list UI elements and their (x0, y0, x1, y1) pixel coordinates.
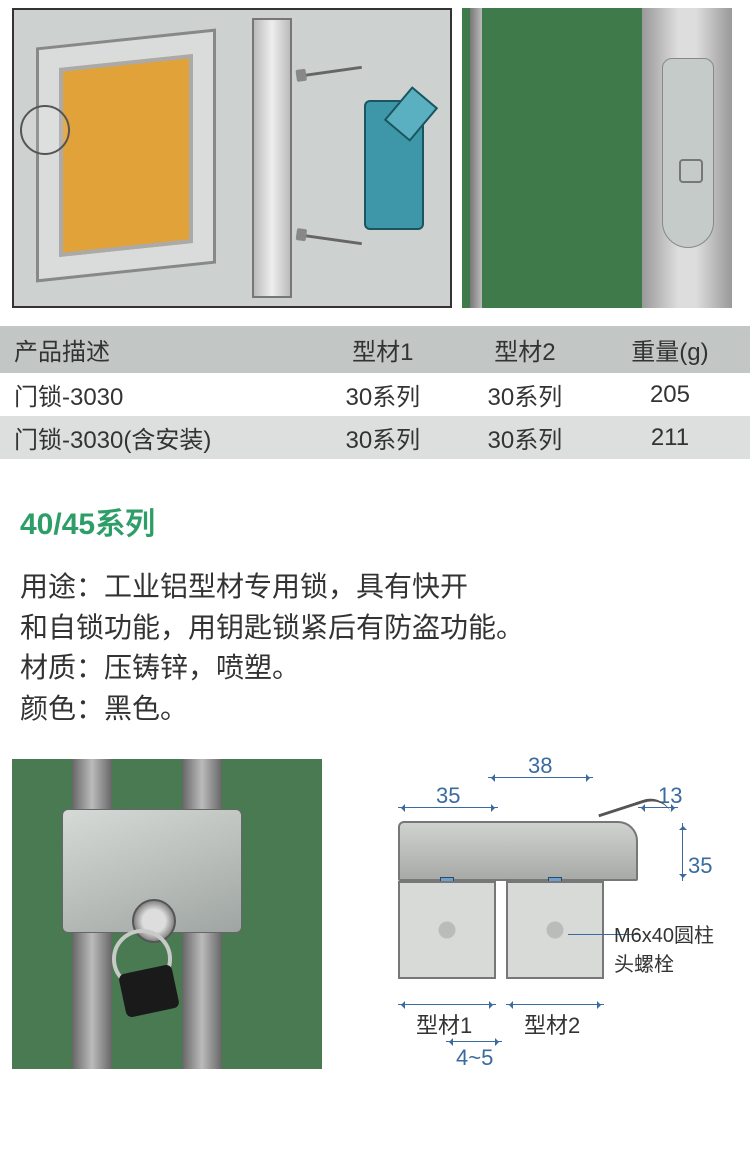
technical-drawing: 38 35 13 35 M6x40圆柱头螺栓 型材1 型材2 4~5 (338, 759, 733, 1089)
door-panel-shape (59, 54, 193, 257)
th-weight: 重量(g) (596, 326, 750, 373)
dim-line (398, 807, 498, 808)
cell: 30系列 (312, 416, 454, 459)
cell: 门锁-3030 (0, 373, 312, 416)
cell: 门锁-3030(含安装) (0, 416, 312, 459)
series-heading: 40/45系列 (0, 499, 750, 567)
bottom-image-row: 38 35 13 35 M6x40圆柱头螺栓 型材1 型材2 4~5 (0, 759, 750, 1089)
profile-bar-shape (252, 18, 292, 298)
profile2-label: 型材2 (524, 1008, 580, 1040)
description-block: 用途：工业铝型材专用锁，具有快开 和自锁功能，用钥匙锁紧后有防盗功能。 材质：压… (0, 567, 750, 759)
assembly-diagram (12, 8, 452, 308)
th-desc: 产品描述 (0, 326, 312, 373)
desc-line: 颜色：黑色。 (20, 689, 730, 730)
dim-line (398, 1004, 496, 1005)
screw-icon (302, 234, 362, 245)
dim-4-5: 4~5 (456, 1045, 493, 1071)
dim-line (446, 1041, 502, 1042)
cell: 30系列 (312, 373, 454, 416)
detail-circle-icon (20, 105, 70, 155)
profile-edge (470, 8, 482, 308)
bolt-annotation: M6x40圆柱头螺栓 (614, 919, 733, 977)
cell: 205 (596, 373, 750, 416)
profile1-label: 型材1 (416, 1008, 472, 1040)
lock-plate-shape (364, 100, 424, 230)
lock-cross-section (398, 821, 638, 881)
desc-line: 材质：压铸锌，喷塑。 (20, 648, 730, 689)
th-profile1: 型材1 (312, 326, 454, 373)
installed-photo (462, 8, 732, 308)
table-header-row: 产品描述 型材1 型材2 重量(g) (0, 326, 750, 373)
dim-line (488, 777, 593, 778)
dim-line (506, 1004, 604, 1005)
table-row: 门锁-3030(含安装) 30系列 30系列 211 (0, 416, 750, 459)
desc-line: 和自锁功能，用钥匙锁紧后有防盗功能。 (20, 608, 730, 649)
dim-35-top: 35 (436, 783, 460, 809)
dim-38: 38 (528, 753, 552, 779)
lock-photo (12, 759, 322, 1069)
profile-section-1 (398, 881, 496, 979)
lock-face-shape (662, 58, 714, 248)
dim-line (682, 823, 683, 881)
table-row: 门锁-3030 30系列 30系列 205 (0, 373, 750, 416)
keytag-icon (118, 964, 180, 1018)
dim-35-side: 35 (688, 853, 712, 879)
cell: 30系列 (454, 373, 596, 416)
spec-table: 产品描述 型材1 型材2 重量(g) 门锁-3030 30系列 30系列 205… (0, 326, 750, 459)
door-frame-shape (36, 29, 216, 283)
cell: 30系列 (454, 416, 596, 459)
top-image-row (0, 0, 750, 326)
cell: 211 (596, 416, 750, 459)
screw-icon (302, 66, 362, 77)
desc-line: 用途：工业铝型材专用锁，具有快开 (20, 567, 730, 608)
profile-section-2 (506, 881, 604, 979)
th-profile2: 型材2 (454, 326, 596, 373)
